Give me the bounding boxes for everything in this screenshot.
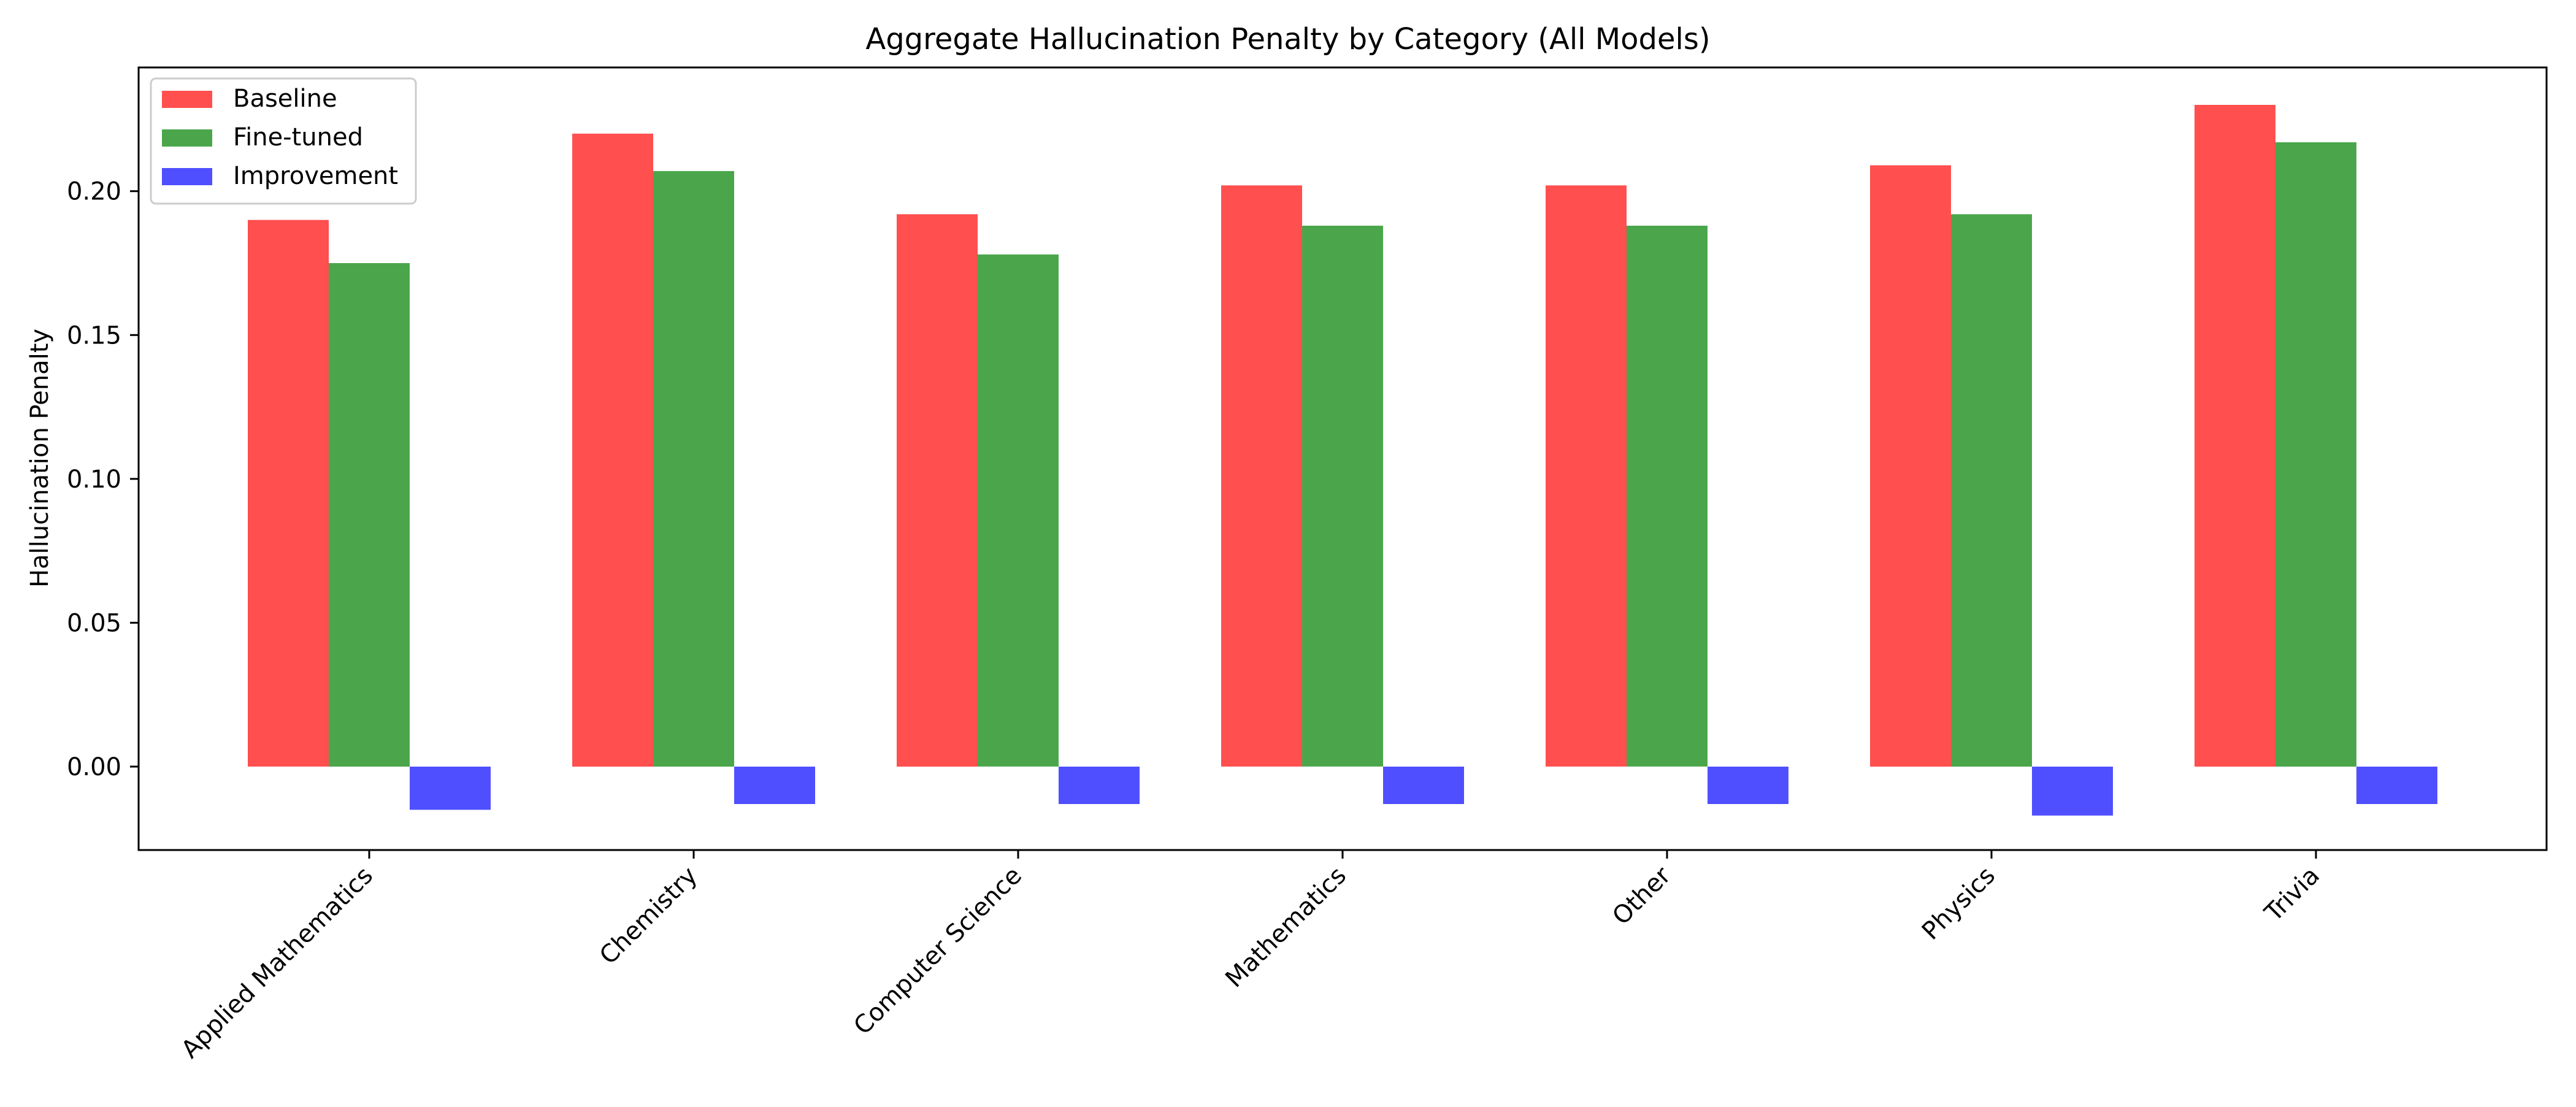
legend-swatch-baseline [162,91,212,108]
x-tick-label-1: Applied Mathematics [176,862,378,1064]
bar-fine-tuned-3 [978,254,1059,767]
y-tick-label-1: 0.00 [67,753,121,781]
bar-baseline-6 [1870,165,1951,767]
x-tick-label-2: Chemistry [594,862,703,970]
bar-fine-tuned-2 [653,170,734,767]
y-tick-label-3: 0.10 [67,465,121,494]
legend-swatch-fine-tuned [162,129,212,147]
legend-label-improvement: Improvement [233,162,398,190]
bar-fine-tuned-7 [2275,142,2356,767]
bar-improvement-4 [1383,767,1464,804]
y-tick-label-2: 0.05 [67,609,121,637]
bar-improvement-1 [410,767,491,810]
y-axis-label: Hallucination Penalty [26,329,54,588]
legend-label-fine-tuned: Fine-tuned [233,123,363,151]
bar-fine-tuned-4 [1302,226,1383,767]
x-tick-label-3: Computer Science [848,862,1027,1041]
bar-improvement-7 [2356,767,2437,804]
bar-fine-tuned-5 [1627,226,1708,767]
x-tick-label-4: Mathematics [1220,862,1352,994]
x-tick-label-7: Trivia [2259,862,2325,928]
y-tick-label-4: 0.15 [67,321,121,350]
x-tick-label-6: Physics [1917,862,2001,946]
bar-fine-tuned-1 [329,263,410,767]
legend-box [150,77,417,205]
bar-baseline-5 [1546,185,1627,767]
plot-area: 0.00 0.05 0.10 0.15 0.20 Applied Mathematics C… [67,66,2548,1064]
bar-improvement-6 [2032,767,2113,816]
bar-baseline-7 [2195,105,2275,767]
bar-improvement-5 [1708,767,1788,804]
bar-baseline-3 [897,214,978,767]
y-tick-label-5: 0.20 [67,178,121,206]
bar-baseline-4 [1221,185,1302,767]
legend: Baseline Fine-tuned Improvement [150,77,417,205]
bar-fine-tuned-6 [1951,214,2032,767]
legend-swatch-improvement [162,168,212,185]
legend-label-baseline: Baseline [233,85,337,113]
bar-baseline-1 [248,220,329,767]
bar-improvement-3 [1059,767,1140,804]
bar-improvement-2 [734,767,815,804]
x-tick-label-5: Other [1607,861,1676,930]
bar-baseline-2 [572,133,653,767]
chart-title: Aggregate Hallucination Penalty by Categ… [865,22,1710,56]
